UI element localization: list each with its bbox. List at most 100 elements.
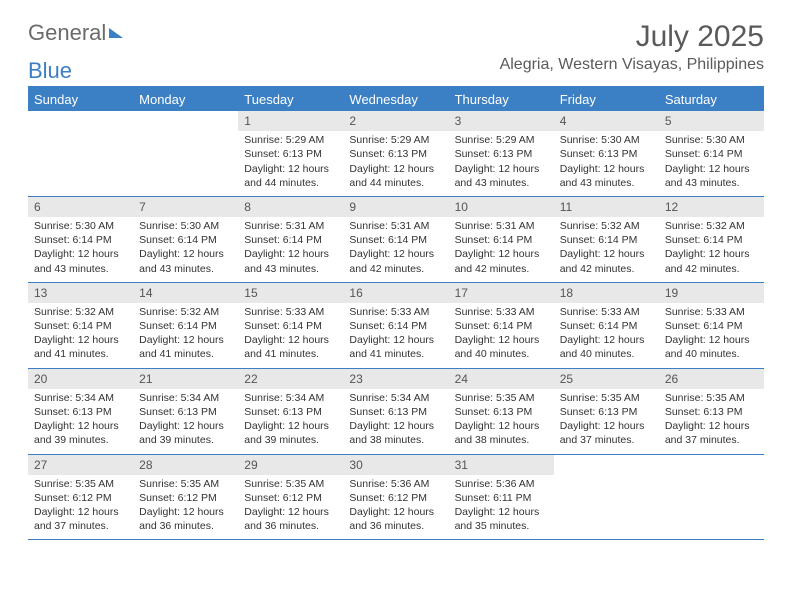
day-body: Sunrise: 5:29 AMSunset: 6:13 PMDaylight:…	[449, 131, 554, 196]
day-body: Sunrise: 5:35 AMSunset: 6:13 PMDaylight:…	[659, 389, 764, 454]
dayname-row: SundayMondayTuesdayWednesdayThursdayFrid…	[28, 88, 764, 111]
day-number: 31	[449, 455, 554, 475]
day-number: 8	[238, 197, 343, 217]
day-number: 3	[449, 111, 554, 131]
day-body: Sunrise: 5:35 AMSunset: 6:12 PMDaylight:…	[238, 475, 343, 540]
day-cell: 27Sunrise: 5:35 AMSunset: 6:12 PMDayligh…	[28, 455, 133, 540]
dayname: Friday	[554, 88, 659, 111]
week-row: 20Sunrise: 5:34 AMSunset: 6:13 PMDayligh…	[28, 369, 764, 455]
day-cell	[554, 455, 659, 540]
day-cell: 5Sunrise: 5:30 AMSunset: 6:14 PMDaylight…	[659, 111, 764, 196]
day-cell: 7Sunrise: 5:30 AMSunset: 6:14 PMDaylight…	[133, 197, 238, 282]
month-title: July 2025	[500, 20, 764, 54]
day-cell: 17Sunrise: 5:33 AMSunset: 6:14 PMDayligh…	[449, 283, 554, 368]
day-number: 29	[238, 455, 343, 475]
day-number: 6	[28, 197, 133, 217]
day-body: Sunrise: 5:33 AMSunset: 6:14 PMDaylight:…	[554, 303, 659, 368]
day-number: 4	[554, 111, 659, 131]
day-number: 22	[238, 369, 343, 389]
day-number: 19	[659, 283, 764, 303]
day-body: Sunrise: 5:31 AMSunset: 6:14 PMDaylight:…	[343, 217, 448, 282]
day-number: 24	[449, 369, 554, 389]
day-cell	[28, 111, 133, 196]
day-cell: 6Sunrise: 5:30 AMSunset: 6:14 PMDaylight…	[28, 197, 133, 282]
day-body: Sunrise: 5:36 AMSunset: 6:12 PMDaylight:…	[343, 475, 448, 540]
day-number: 7	[133, 197, 238, 217]
day-number: 17	[449, 283, 554, 303]
logo-text-1: General	[28, 20, 106, 46]
day-number: 18	[554, 283, 659, 303]
day-cell: 8Sunrise: 5:31 AMSunset: 6:14 PMDaylight…	[238, 197, 343, 282]
day-cell: 3Sunrise: 5:29 AMSunset: 6:13 PMDaylight…	[449, 111, 554, 196]
day-cell: 21Sunrise: 5:34 AMSunset: 6:13 PMDayligh…	[133, 369, 238, 454]
day-cell: 24Sunrise: 5:35 AMSunset: 6:13 PMDayligh…	[449, 369, 554, 454]
day-cell: 22Sunrise: 5:34 AMSunset: 6:13 PMDayligh…	[238, 369, 343, 454]
day-cell: 30Sunrise: 5:36 AMSunset: 6:12 PMDayligh…	[343, 455, 448, 540]
day-body: Sunrise: 5:34 AMSunset: 6:13 PMDaylight:…	[133, 389, 238, 454]
day-cell: 13Sunrise: 5:32 AMSunset: 6:14 PMDayligh…	[28, 283, 133, 368]
dayname: Tuesday	[238, 88, 343, 111]
calendar: SundayMondayTuesdayWednesdayThursdayFrid…	[28, 86, 764, 540]
day-body: Sunrise: 5:33 AMSunset: 6:14 PMDaylight:…	[659, 303, 764, 368]
day-body: Sunrise: 5:30 AMSunset: 6:14 PMDaylight:…	[659, 131, 764, 196]
day-body: Sunrise: 5:30 AMSunset: 6:14 PMDaylight:…	[133, 217, 238, 282]
day-number: 12	[659, 197, 764, 217]
day-body: Sunrise: 5:32 AMSunset: 6:14 PMDaylight:…	[28, 303, 133, 368]
week-row: 13Sunrise: 5:32 AMSunset: 6:14 PMDayligh…	[28, 283, 764, 369]
day-number: 30	[343, 455, 448, 475]
day-body: Sunrise: 5:33 AMSunset: 6:14 PMDaylight:…	[343, 303, 448, 368]
day-cell: 9Sunrise: 5:31 AMSunset: 6:14 PMDaylight…	[343, 197, 448, 282]
day-body: Sunrise: 5:35 AMSunset: 6:13 PMDaylight:…	[554, 389, 659, 454]
day-body: Sunrise: 5:34 AMSunset: 6:13 PMDaylight:…	[343, 389, 448, 454]
day-body: Sunrise: 5:29 AMSunset: 6:13 PMDaylight:…	[238, 131, 343, 196]
day-body: Sunrise: 5:36 AMSunset: 6:11 PMDaylight:…	[449, 475, 554, 540]
dayname: Sunday	[28, 88, 133, 111]
dayname: Wednesday	[343, 88, 448, 111]
day-cell: 29Sunrise: 5:35 AMSunset: 6:12 PMDayligh…	[238, 455, 343, 540]
day-number: 20	[28, 369, 133, 389]
day-body: Sunrise: 5:33 AMSunset: 6:14 PMDaylight:…	[238, 303, 343, 368]
day-cell	[659, 455, 764, 540]
day-cell: 11Sunrise: 5:32 AMSunset: 6:14 PMDayligh…	[554, 197, 659, 282]
day-number: 15	[238, 283, 343, 303]
day-number: 26	[659, 369, 764, 389]
day-cell: 31Sunrise: 5:36 AMSunset: 6:11 PMDayligh…	[449, 455, 554, 540]
day-cell: 15Sunrise: 5:33 AMSunset: 6:14 PMDayligh…	[238, 283, 343, 368]
day-number: 10	[449, 197, 554, 217]
day-cell	[133, 111, 238, 196]
day-number: 27	[28, 455, 133, 475]
day-cell: 18Sunrise: 5:33 AMSunset: 6:14 PMDayligh…	[554, 283, 659, 368]
day-cell: 2Sunrise: 5:29 AMSunset: 6:13 PMDaylight…	[343, 111, 448, 196]
day-body: Sunrise: 5:29 AMSunset: 6:13 PMDaylight:…	[343, 131, 448, 196]
day-cell: 25Sunrise: 5:35 AMSunset: 6:13 PMDayligh…	[554, 369, 659, 454]
day-body: Sunrise: 5:35 AMSunset: 6:13 PMDaylight:…	[449, 389, 554, 454]
day-cell: 10Sunrise: 5:31 AMSunset: 6:14 PMDayligh…	[449, 197, 554, 282]
day-number: 16	[343, 283, 448, 303]
logo: General	[28, 20, 123, 46]
day-body: Sunrise: 5:34 AMSunset: 6:13 PMDaylight:…	[28, 389, 133, 454]
day-body: Sunrise: 5:35 AMSunset: 6:12 PMDaylight:…	[28, 475, 133, 540]
day-cell: 4Sunrise: 5:30 AMSunset: 6:13 PMDaylight…	[554, 111, 659, 196]
day-cell: 28Sunrise: 5:35 AMSunset: 6:12 PMDayligh…	[133, 455, 238, 540]
day-number: 5	[659, 111, 764, 131]
dayname: Saturday	[659, 88, 764, 111]
logo-text-2: Blue	[28, 58, 764, 84]
day-number: 1	[238, 111, 343, 131]
day-body: Sunrise: 5:35 AMSunset: 6:12 PMDaylight:…	[133, 475, 238, 540]
dayname: Thursday	[449, 88, 554, 111]
day-number: 9	[343, 197, 448, 217]
dayname: Monday	[133, 88, 238, 111]
day-number: 13	[28, 283, 133, 303]
day-body: Sunrise: 5:32 AMSunset: 6:14 PMDaylight:…	[659, 217, 764, 282]
day-number: 28	[133, 455, 238, 475]
day-body: Sunrise: 5:33 AMSunset: 6:14 PMDaylight:…	[449, 303, 554, 368]
day-cell: 20Sunrise: 5:34 AMSunset: 6:13 PMDayligh…	[28, 369, 133, 454]
week-row: 27Sunrise: 5:35 AMSunset: 6:12 PMDayligh…	[28, 455, 764, 541]
week-row: 6Sunrise: 5:30 AMSunset: 6:14 PMDaylight…	[28, 197, 764, 283]
week-row: 1Sunrise: 5:29 AMSunset: 6:13 PMDaylight…	[28, 111, 764, 197]
day-cell: 19Sunrise: 5:33 AMSunset: 6:14 PMDayligh…	[659, 283, 764, 368]
day-number: 2	[343, 111, 448, 131]
day-number: 23	[343, 369, 448, 389]
day-body: Sunrise: 5:30 AMSunset: 6:13 PMDaylight:…	[554, 131, 659, 196]
day-cell: 26Sunrise: 5:35 AMSunset: 6:13 PMDayligh…	[659, 369, 764, 454]
